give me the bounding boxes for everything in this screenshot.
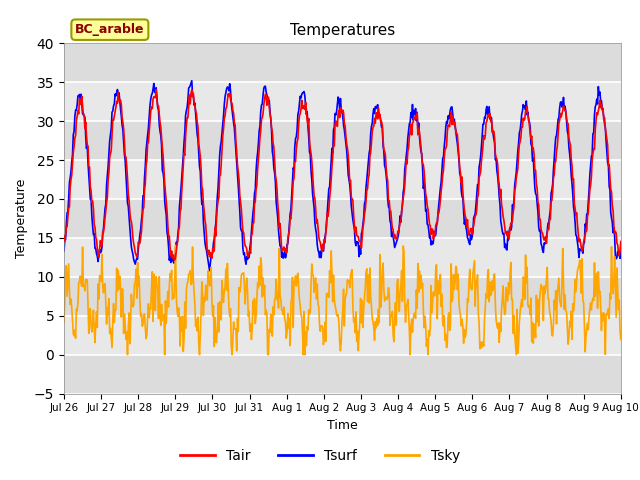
- Tsurf: [184, 97, 192, 103]
- Tsurf: [412, 106, 419, 111]
- Tsurf: [60, 248, 68, 254]
- Tair: [60, 233, 68, 239]
- Tair: [215, 194, 223, 200]
- Tsky: [428, 311, 436, 316]
- Tair: [70, 144, 78, 149]
- Tair: [428, 226, 436, 232]
- Tsky: [128, 302, 136, 308]
- Tsky: [186, 271, 193, 276]
- Tair: [127, 219, 135, 225]
- Tair: [171, 257, 179, 263]
- Tsurf: [205, 268, 213, 274]
- Line: Tsurf: Tsurf: [64, 81, 621, 271]
- Tsky: [124, 352, 131, 358]
- Tair: [185, 103, 193, 109]
- Bar: [64, 82, 621, 121]
- Tsky: [172, 243, 179, 249]
- Tsurf: [617, 249, 625, 254]
- Line: Tair: Tair: [64, 90, 621, 260]
- Tair: [412, 116, 419, 122]
- Tsurf: [428, 239, 436, 244]
- Tsurf: [127, 244, 135, 250]
- Bar: [64, 160, 621, 199]
- Bar: [64, 238, 621, 277]
- X-axis label: Time: Time: [327, 419, 358, 432]
- Tsurf: [70, 129, 78, 134]
- Legend: Tair, Tsurf, Tsky: Tair, Tsurf, Tsky: [175, 443, 465, 468]
- Tsurf: [188, 78, 196, 84]
- Text: BC_arable: BC_arable: [75, 23, 145, 36]
- Line: Tsky: Tsky: [64, 246, 621, 355]
- Bar: [64, 316, 621, 355]
- Bar: [64, 199, 621, 238]
- Tsurf: [215, 168, 223, 174]
- Tair: [617, 239, 625, 244]
- Tsky: [412, 315, 419, 321]
- Tair: [188, 87, 196, 93]
- Bar: [64, 355, 621, 394]
- Tsky: [617, 336, 625, 342]
- Tsky: [70, 333, 78, 338]
- Bar: [64, 43, 621, 82]
- Bar: [64, 121, 621, 160]
- Title: Temperatures: Temperatures: [290, 23, 395, 38]
- Tsky: [60, 319, 68, 325]
- Y-axis label: Temperature: Temperature: [15, 179, 28, 258]
- Tsky: [215, 329, 223, 335]
- Bar: [64, 277, 621, 316]
